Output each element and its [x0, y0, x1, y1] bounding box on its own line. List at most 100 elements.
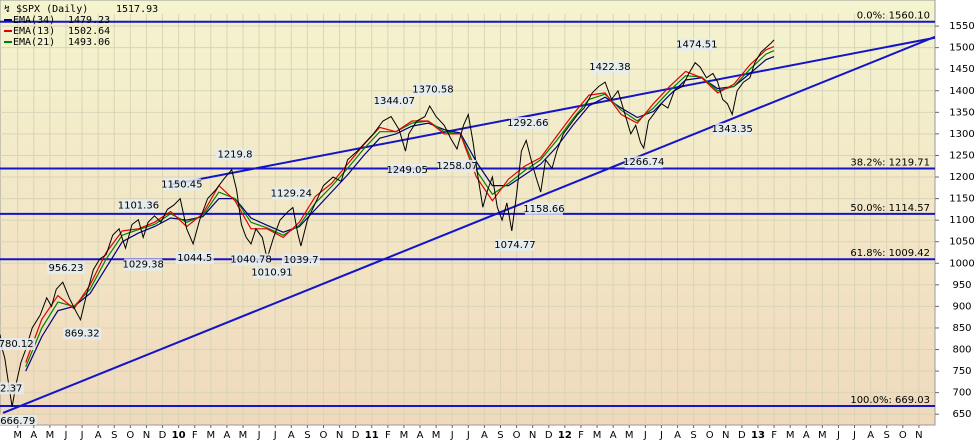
y-tick-label: 1100 — [949, 215, 974, 226]
annotation-label: 1422.38 — [589, 62, 630, 73]
x-tick-label: 11 — [365, 430, 379, 441]
x-tick-label: F — [578, 430, 584, 441]
fib-label: 61.8%: 1009.42 — [850, 248, 930, 259]
legend-value: 1479.23 — [68, 15, 110, 26]
y-tick-label: 1500 — [949, 43, 974, 54]
x-tick-label: D — [352, 430, 360, 441]
x-tick-label: J — [273, 430, 277, 441]
fib-label: 100.0%: 669.03 — [850, 395, 930, 406]
annotation-label: 1158.66 — [523, 204, 564, 215]
annotation-box — [252, 266, 291, 279]
legend-value: 1502.64 — [68, 26, 110, 37]
x-tick-label: M — [400, 430, 409, 441]
x-tick-label: J — [257, 430, 261, 441]
y-tick-label: 1550 — [949, 21, 974, 32]
x-tick-label: A — [803, 430, 810, 441]
annotation-label: 1266.74 — [623, 157, 664, 168]
y-tick-label: 850 — [952, 323, 971, 334]
x-tick-label: N — [336, 430, 343, 441]
annotation-box — [590, 61, 629, 74]
y-tick-label: 1400 — [949, 86, 974, 97]
x-tick-label: M — [818, 430, 827, 441]
x-tick-label: N — [529, 430, 536, 441]
annotation-label: 1292.66 — [507, 118, 548, 129]
y-tick-label: 1350 — [949, 107, 974, 118]
annotation-box — [119, 199, 158, 212]
annotation-box — [0, 338, 36, 351]
trendline — [2, 35, 935, 414]
x-tick-label: M — [206, 430, 215, 441]
y-tick-label: 1450 — [949, 64, 974, 75]
y-tick-label: 1300 — [949, 129, 974, 140]
x-tick-label: S — [111, 430, 117, 441]
x-tick-label: J — [852, 430, 856, 441]
x-tick-label: J — [659, 430, 663, 441]
x-tick-label: F — [771, 430, 777, 441]
x-tick-label: O — [899, 430, 907, 441]
x-tick-label: O — [126, 430, 134, 441]
x-tick-label: 12 — [558, 430, 572, 441]
x-tick-label: A — [223, 430, 230, 441]
annotation-box — [713, 123, 752, 136]
annotation-label: 780.12 — [0, 339, 34, 350]
y-tick-label: 750 — [952, 366, 971, 377]
annotation-box — [0, 382, 24, 395]
x-tick-label: 10 — [172, 430, 186, 441]
y-tick-label: 650 — [952, 409, 971, 420]
x-tick-label: M — [786, 430, 795, 441]
x-tick-label: S — [304, 430, 310, 441]
annotation-label: 1258.07 — [436, 161, 477, 172]
x-tick-label: 13 — [751, 430, 765, 441]
x-tick-label: S — [884, 430, 890, 441]
legend: ↯ $SPX (Daily) 1517.93 EMA(34) 1479.23 EMA… — [4, 4, 158, 48]
x-tick-label: A — [417, 430, 424, 441]
annotation-box — [438, 159, 477, 172]
annotation-box — [272, 187, 311, 200]
x-tick-label: M — [432, 430, 441, 441]
annotation-label: 956.23 — [48, 263, 83, 274]
ema-line — [25, 50, 775, 368]
annotation-box — [232, 253, 271, 266]
legend-value: 1493.06 — [68, 37, 110, 48]
x-tick-label: J — [450, 430, 454, 441]
fib-label: 0.0%: 1560.10 — [857, 11, 930, 22]
annotation-label: 1343.35 — [712, 124, 753, 135]
annotation-label: 1219.8 — [217, 149, 252, 160]
annotation-label: 1129.24 — [271, 189, 312, 200]
annotation-label: 1010.91 — [251, 268, 292, 279]
annotation-box — [124, 258, 163, 271]
annotation-label: 1474.51 — [676, 40, 717, 51]
ema-line — [25, 45, 775, 363]
x-tick-label: N — [143, 430, 150, 441]
annotation-label: 1370.58 — [412, 84, 453, 95]
y-tick-label: 1000 — [949, 258, 974, 269]
annotation-label: 1074.77 — [494, 240, 535, 251]
x-tick-label: F — [192, 430, 198, 441]
y-tick-label: 700 — [952, 388, 971, 399]
annotation-box — [281, 254, 320, 267]
trendline — [169, 36, 935, 186]
x-tick-label: J — [466, 430, 470, 441]
annotation-box — [413, 83, 452, 96]
annotation-label: 1101.36 — [118, 201, 159, 212]
annotation-label: 1344.07 — [374, 96, 415, 107]
fib-label: 38.2%: 1219.71 — [850, 158, 930, 169]
annotation-label: 869.32 — [65, 329, 100, 340]
annotation-box — [46, 262, 85, 275]
x-tick-label: N — [722, 430, 729, 441]
plot-area — [0, 0, 936, 426]
annotation-box — [162, 178, 201, 191]
x-tick-label: M — [46, 430, 55, 441]
x-tick-label: J — [64, 430, 68, 441]
x-tick-label: F — [385, 430, 391, 441]
x-tick-label: S — [690, 430, 696, 441]
annotation-box — [175, 252, 214, 265]
x-tick-label: A — [30, 430, 37, 441]
x-tick-label: D — [159, 430, 167, 441]
legend-label: EMA(21) — [13, 37, 55, 48]
legend-label: EMA(34) — [13, 15, 55, 26]
legend-label: EMA(13) — [13, 26, 55, 37]
legend-symbol: $SPX (Daily) — [16, 4, 88, 15]
